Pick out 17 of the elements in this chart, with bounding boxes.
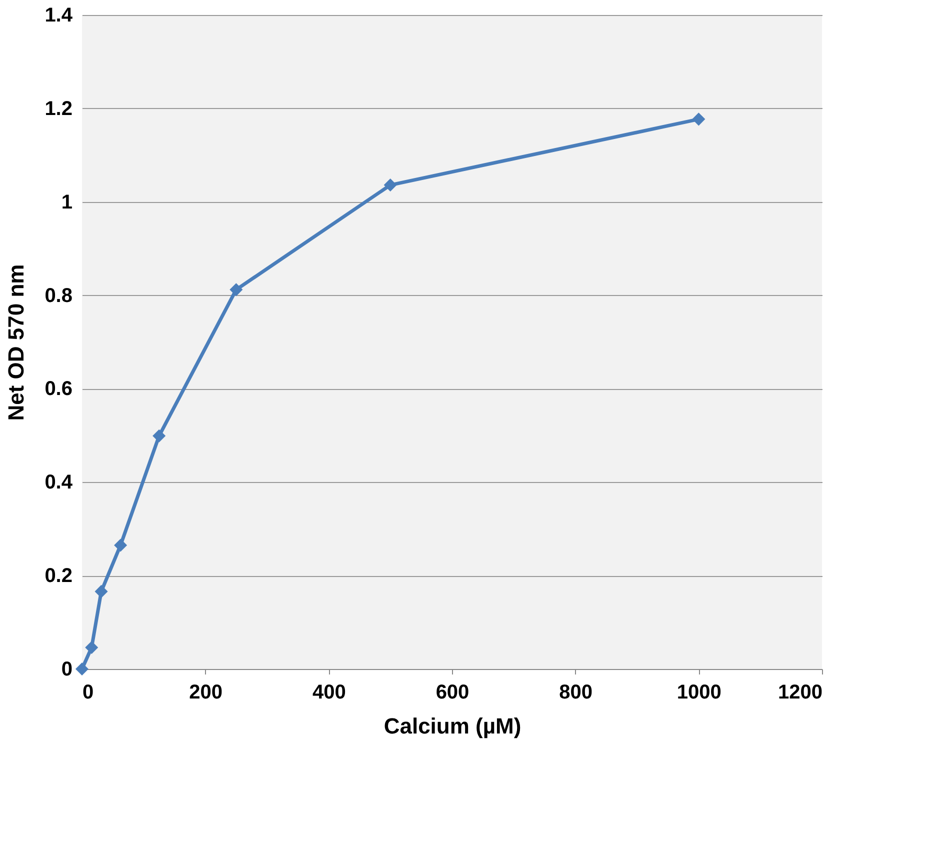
x-tick-label: 400 <box>312 682 346 704</box>
y-tick-label: 1.4 <box>44 4 74 26</box>
x-axis-title: Calcium (µM) <box>384 714 522 738</box>
y-tick-label: 0.4 <box>44 472 74 494</box>
y-tick-label: 1 <box>61 191 72 214</box>
y-axis-title: Net OD 570 nm <box>4 264 29 421</box>
y-tick-label: 0.6 <box>44 378 72 400</box>
x-tick-label: 1200 <box>778 682 822 704</box>
x-tick-label: 200 <box>189 682 223 704</box>
y-tick-label: 0.2 <box>44 565 72 588</box>
x-tick-label: 800 <box>559 682 593 704</box>
x-tick-label: 600 <box>436 682 470 704</box>
y-tick-label: 0 <box>61 658 72 680</box>
y-tick-label: 0.8 <box>44 284 72 307</box>
x-tick-label: 0 <box>82 682 94 704</box>
y-tick-label: 1.2 <box>44 98 72 120</box>
x-tick-label: 1000 <box>676 682 722 704</box>
